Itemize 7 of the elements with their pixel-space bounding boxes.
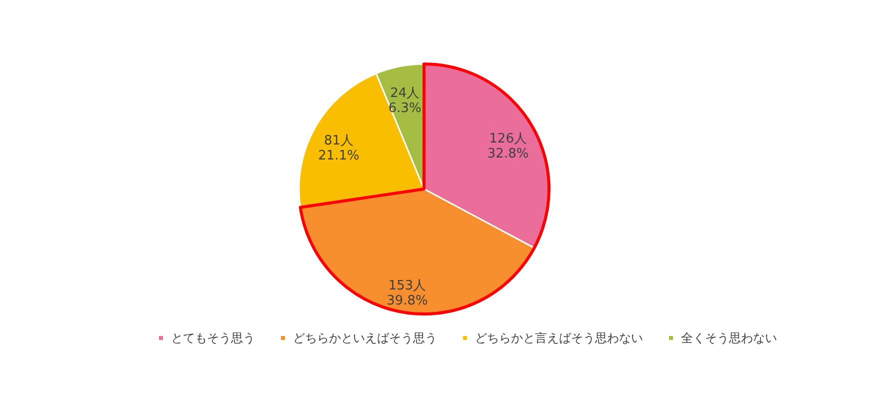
data-label: 153人 39.8%: [386, 278, 428, 309]
legend-label: どちらかと言えばそう思わない: [475, 331, 643, 345]
legend-label: どちらかといえばそう思う: [293, 331, 437, 345]
legend-label: とてもそう思う: [171, 331, 255, 345]
data-label: 126人 32.8%: [487, 132, 529, 162]
data-label: 81人 21.1%: [318, 134, 360, 164]
legend-label: 全くそう思わない: [681, 331, 777, 345]
